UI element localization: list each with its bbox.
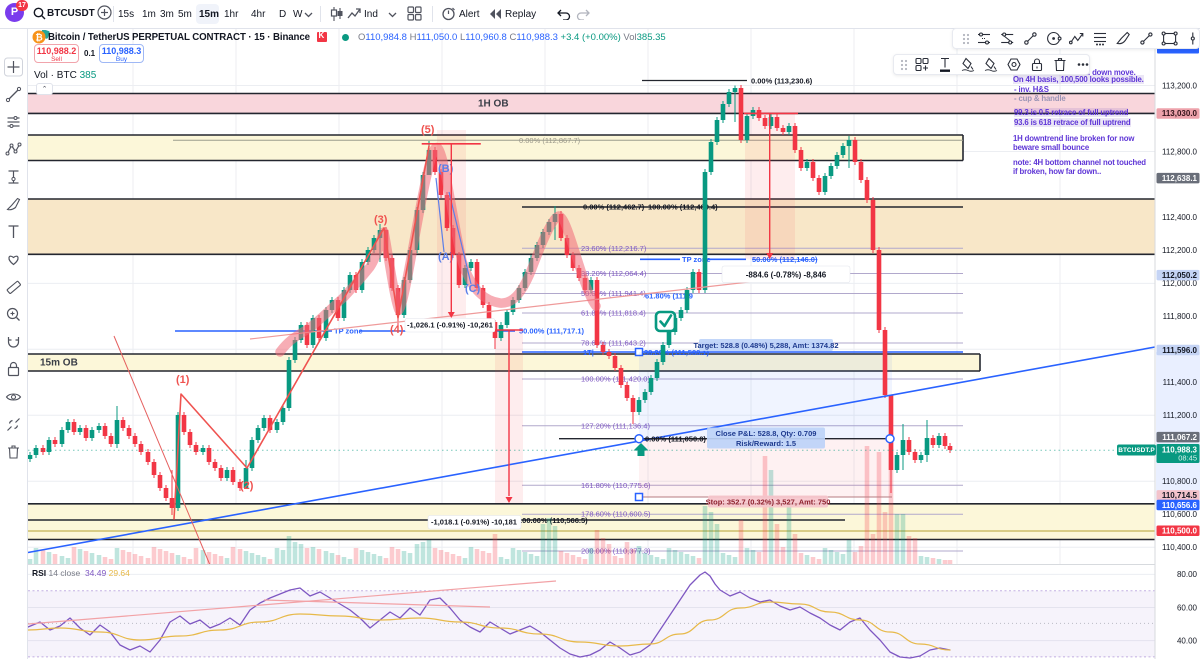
svg-text:50.00% (111,941.4): 50.00% (111,941.4)	[581, 289, 646, 298]
svg-text:50.00% (112,146.0): 50.00% (112,146.0)	[752, 255, 818, 264]
svg-text:100.00% (111,420.0): 100.00% (111,420.0)	[581, 375, 650, 384]
svg-text:(B): (B)	[438, 163, 454, 175]
svg-text:112,800.0: 112,800.0	[1162, 147, 1198, 156]
svg-text:110,400.0: 110,400.0	[1162, 543, 1198, 552]
svg-text:0.00% (112,867.7): 0.00% (112,867.7)	[519, 136, 581, 145]
svg-text:(A): (A)	[438, 251, 454, 263]
svg-text:0.00% (112,462.7): 0.00% (112,462.7)	[583, 202, 645, 211]
svg-text:178.60% (110,600.5): 178.60% (110,600.5)	[581, 510, 651, 519]
svg-text:TP zone: TP zone	[682, 255, 711, 264]
svg-text:(2): (2)	[240, 480, 254, 492]
svg-text:(5): (5)	[421, 124, 435, 136]
svg-text:-1,026.1 (-0.91%) -10,261: -1,026.1 (-0.91%) -10,261	[407, 321, 493, 330]
svg-text:61.80% (111,9: 61.80% (111,9	[645, 291, 693, 300]
svg-text:110,600.0: 110,600.0	[1162, 510, 1198, 519]
svg-text:112,400.0: 112,400.0	[1162, 213, 1198, 222]
svg-text:0.00% (111,050.0): 0.00% (111,050.0)	[645, 435, 706, 444]
svg-text:111,400.0: 111,400.0	[1163, 378, 1198, 387]
svg-text:50.00% (111,717.1): 50.00% (111,717.1)	[519, 327, 585, 336]
svg-text:1H OB: 1H OB	[478, 99, 509, 110]
svg-text:40.00: 40.00	[1177, 636, 1198, 645]
svg-text:TP zone: TP zone	[334, 327, 363, 336]
svg-text:08:45: 08:45	[1178, 454, 1197, 463]
svg-text:112,000.0: 112,000.0	[1162, 279, 1198, 288]
svg-text:100.00% (110,566.5): 100.00% (110,566.5)	[518, 516, 588, 525]
svg-text:BTCUSDT.P: BTCUSDT.P	[1118, 447, 1155, 454]
svg-text:15m OB: 15m OB	[40, 358, 78, 369]
svg-text:Close P&L: 528.8, Qty: 0.709: Close P&L: 528.8, Qty: 0.709	[716, 429, 817, 438]
svg-text:23.60% (112,216.7): 23.60% (112,216.7)	[581, 244, 647, 253]
svg-text:127.20% (111,136.4): 127.20% (111,136.4)	[581, 421, 650, 430]
svg-text:112,638.1: 112,638.1	[1162, 174, 1198, 183]
svg-text:110,988.3: 110,988.3	[1162, 446, 1198, 455]
svg-text:38.20% (112,064.4): 38.20% (112,064.4)	[581, 269, 647, 278]
svg-text:Stop: 352.7 (0.32%) 3,527, Amt: Stop: 352.7 (0.32%) 3,527, Amt: 750	[706, 498, 831, 507]
svg-text:113,200.0: 113,200.0	[1162, 81, 1198, 90]
svg-text:1T|: 1T|	[583, 348, 594, 357]
svg-text:78.60% (111,643.2): 78.60% (111,643.2)	[581, 339, 646, 348]
svg-text:(3): (3)	[374, 214, 388, 226]
svg-text:(C): (C)	[465, 283, 481, 295]
svg-text:(1): (1)	[176, 374, 190, 386]
svg-text:80.00: 80.00	[1177, 570, 1198, 579]
svg-text:110,656.6: 110,656.6	[1162, 501, 1198, 510]
svg-text:38.20% (111,588.1): 38.20% (111,588.1)	[644, 348, 710, 357]
svg-text:61.80% (111,818.4): 61.80% (111,818.4)	[581, 309, 646, 318]
svg-text:-1,018.1 (-0.91%) -10,181: -1,018.1 (-0.91%) -10,181	[431, 518, 517, 527]
svg-text:112,200.0: 112,200.0	[1162, 246, 1198, 255]
svg-text:(4): (4)	[390, 324, 404, 336]
svg-text:112,050.2: 112,050.2	[1162, 271, 1198, 280]
svg-text:161.80% (110,775.6): 161.80% (110,775.6)	[581, 481, 651, 490]
svg-text:110,714.5: 110,714.5	[1162, 491, 1198, 500]
svg-text:111,800.0: 111,800.0	[1163, 312, 1198, 321]
svg-text:110,800.0: 110,800.0	[1162, 477, 1198, 486]
svg-text:Risk/Reward: 1.5: Risk/Reward: 1.5	[736, 439, 796, 448]
svg-text:100.00% (112,460.4): 100.00% (112,460.4)	[648, 202, 718, 211]
svg-text:-884.6 (-0.78%) -8,846: -884.6 (-0.78%) -8,846	[746, 270, 827, 279]
svg-text:0.00% (113,230.6): 0.00% (113,230.6)	[751, 76, 813, 85]
svg-text:₿: ₿	[35, 33, 42, 43]
svg-text:60.00: 60.00	[1177, 603, 1198, 612]
svg-text:111,067.2: 111,067.2	[1162, 433, 1197, 442]
svg-text:113,030.0: 113,030.0	[1162, 109, 1198, 118]
svg-text:Target: 528.8 (0.48%) 5,288, A: Target: 528.8 (0.48%) 5,288, Amt: 1374.8…	[693, 341, 838, 350]
svg-text:110,500.0: 110,500.0	[1162, 527, 1198, 536]
svg-text:111,596.0: 111,596.0	[1162, 346, 1197, 355]
svg-text:111,200.0: 111,200.0	[1163, 411, 1198, 420]
svg-text:200.00% (110,377.3): 200.00% (110,377.3)	[581, 547, 651, 556]
